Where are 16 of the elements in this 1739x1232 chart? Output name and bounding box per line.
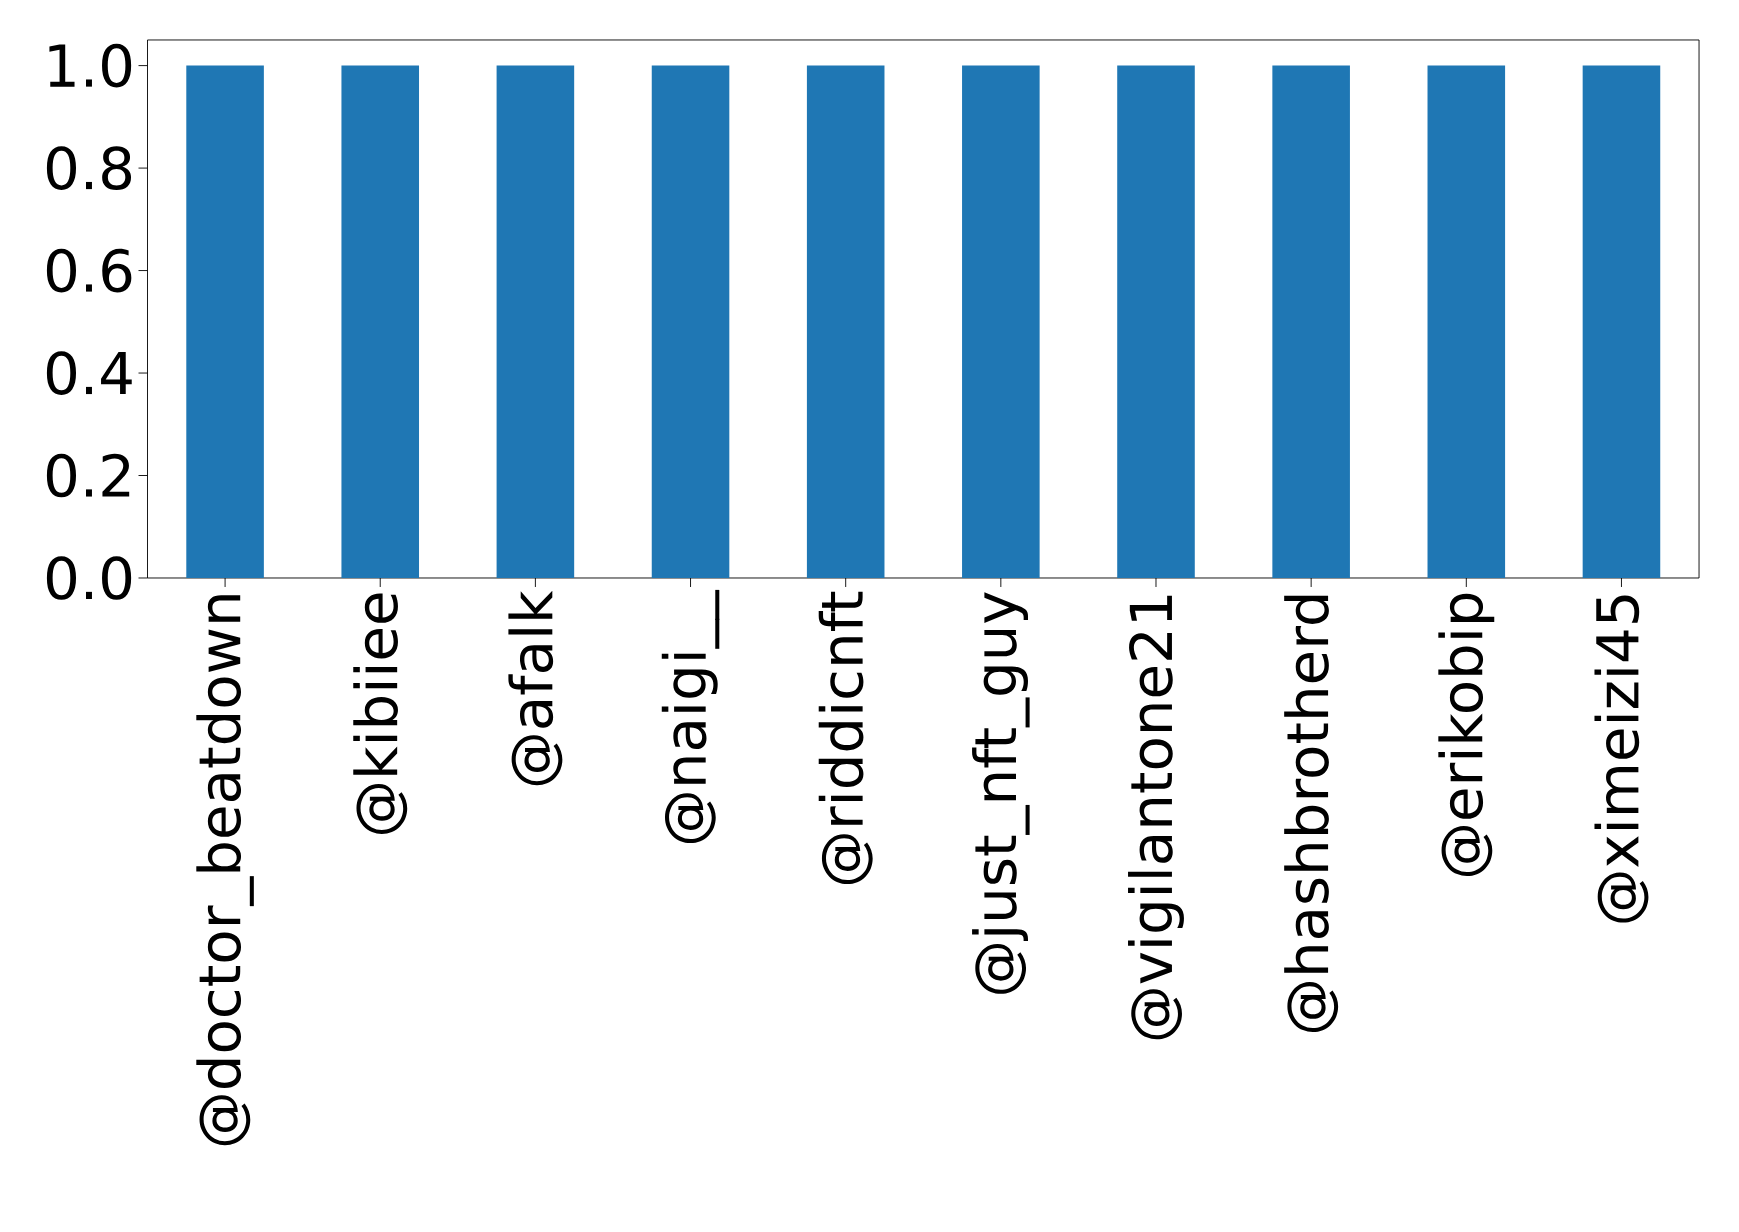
y-tick-label: 0.2 <box>46 453 130 498</box>
x-tick-label: @hashbrotherd <box>1284 595 1339 1033</box>
x-tick-label: @naigi__ <box>661 589 720 844</box>
y-tick-label: 0.8 <box>46 146 132 190</box>
x-tick-label: @kibiiee <box>353 593 408 834</box>
x-tick-label: @riddicnft <box>818 591 873 885</box>
x-tick-label: @vigilantone21 <box>1128 595 1184 1040</box>
y-tick-label: 0.0 <box>46 556 132 600</box>
y-tick-label: 0.4 <box>46 351 132 395</box>
x-tick-label: @just_nft_guy <box>972 592 1030 994</box>
y-tick-label: 0.6 <box>46 248 132 293</box>
y-tick-label: 1.0 <box>49 43 132 88</box>
x-tick-label: @ximeizi45 <box>1594 595 1649 923</box>
x-tick-label: @afalk <box>508 590 563 786</box>
x-tick-label: @doctor_beatdown <box>196 595 254 1146</box>
x-tick-label: @erikobip <box>1438 593 1495 877</box>
